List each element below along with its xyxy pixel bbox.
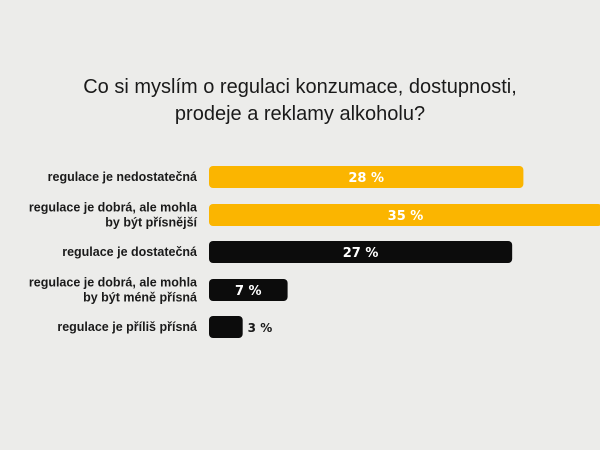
category-label-line: regulace je dobrá, ale mohla xyxy=(29,201,198,215)
category-label-line: regulace je příliš přísná xyxy=(57,320,197,334)
chart-title-line-2: prodeje a reklamy alkoholu? xyxy=(174,103,426,125)
bar xyxy=(209,316,243,338)
bar xyxy=(209,241,513,263)
value-label: 27 % xyxy=(343,246,379,261)
category-label-line: by být přísnější xyxy=(105,216,197,230)
value-label: 35 % xyxy=(388,209,424,224)
bar xyxy=(209,166,524,188)
value-label: 28 % xyxy=(348,171,384,186)
category-label: regulace je nedostatečná xyxy=(48,170,197,184)
category-label-line: by být méně přísná xyxy=(83,291,197,305)
category-label-line: regulace je dostatečná xyxy=(62,245,197,259)
chart-title-line-1: Co si myslím o regulaci konzumace, dostu… xyxy=(83,76,517,98)
chart-title: Co si myslím o regulaci konzumace, dostu… xyxy=(0,74,600,128)
category-label: regulace je dobrá, ale mohla by být přísn… xyxy=(29,201,198,230)
category-label: regulace je dostatečná xyxy=(62,245,197,259)
bar xyxy=(209,279,288,301)
category-label: regulace je dobrá, ale mohla by být méně … xyxy=(29,276,198,305)
category-label: regulace je příliš přísná xyxy=(57,320,197,334)
value-label: 7 % xyxy=(235,284,262,299)
category-label-line: regulace je dobrá, ale mohla xyxy=(29,276,198,290)
category-label-line: regulace je nedostatečná xyxy=(48,170,197,184)
value-label: 3 % xyxy=(248,321,273,335)
bar xyxy=(209,204,600,226)
